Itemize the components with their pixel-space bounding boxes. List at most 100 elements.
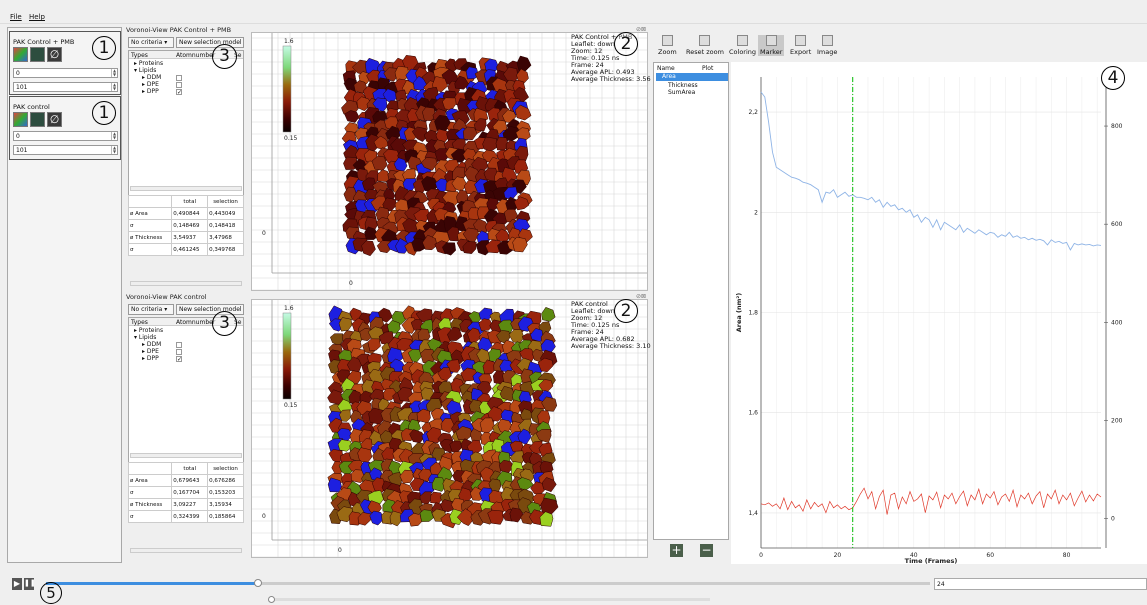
stats-header-cell: selection bbox=[207, 462, 244, 475]
voronoi-cell bbox=[502, 125, 521, 141]
criteria-dropdown[interactable]: No criteria ▾ bbox=[128, 37, 174, 48]
lipid-checkbox[interactable] bbox=[176, 74, 182, 82]
callout-badge-2: 2 bbox=[614, 32, 638, 56]
tree-item-lipids[interactable]: ▾ Lipids bbox=[134, 334, 157, 341]
spin-arrows-icon[interactable]: ▲ ▼ bbox=[111, 68, 117, 77]
new-selection-model-button[interactable]: New selection model bbox=[176, 304, 244, 315]
toolbar-button-reset-zoom[interactable]: Reset zoom bbox=[684, 35, 726, 56]
voronoi-cell bbox=[440, 499, 456, 513]
stats-cell: 3,54937 bbox=[171, 231, 209, 244]
toolbar-button-coloring[interactable]: Coloring bbox=[727, 35, 758, 56]
play-button[interactable]: ▶ bbox=[12, 578, 22, 590]
speed-slider-handle[interactable] bbox=[268, 596, 275, 603]
tree-item-proteins[interactable]: ▸ Proteins bbox=[134, 327, 164, 334]
tree-item-lipid[interactable]: ▸ DDM bbox=[142, 341, 162, 348]
info-line: Average APL: 0.682 bbox=[571, 335, 635, 343]
horizontal-scrollbar[interactable] bbox=[130, 453, 242, 458]
y2-tick-label: 200 bbox=[1111, 417, 1123, 424]
coloring-icon[interactable] bbox=[13, 112, 28, 127]
tree-item-lipid[interactable]: ▸ DPE bbox=[142, 348, 159, 355]
tree-item-lipid[interactable]: ▸ DDM bbox=[142, 74, 162, 81]
voronoi-canvas[interactable]: 0 0 1.6 0.15 bbox=[251, 299, 648, 558]
horizontal-scrollbar[interactable] bbox=[130, 186, 242, 191]
tree-item-lipids[interactable]: ▾ Lipids bbox=[134, 67, 157, 74]
tree-item-proteins[interactable]: ▸ Proteins bbox=[134, 60, 164, 67]
y-axis-label: Area (nm²) bbox=[735, 293, 743, 333]
info-line: Frame: 24 bbox=[571, 61, 604, 69]
disable-icon[interactable]: ∅ bbox=[47, 112, 62, 127]
callout-badge-1: 1 bbox=[92, 101, 116, 125]
simulation-name: PAK Control + PMB bbox=[13, 38, 75, 46]
horizontal-scrollbar[interactable] bbox=[130, 281, 242, 286]
frame-slider-track[interactable] bbox=[46, 579, 930, 587]
remove-plot-button[interactable]: − bbox=[700, 543, 713, 557]
y-tick-label: 2,2 bbox=[748, 109, 758, 116]
tree-header-types: Types bbox=[131, 319, 148, 326]
disable-icon[interactable]: ∅ bbox=[47, 47, 62, 62]
spin-arrows-icon[interactable]: ▲ ▼ bbox=[111, 145, 117, 154]
tree-item-lipid[interactable]: ▸ DPE bbox=[142, 81, 159, 88]
speed-slider-track[interactable] bbox=[268, 596, 710, 603]
coloring-icon[interactable] bbox=[13, 47, 28, 62]
plot-list-item-area[interactable]: Area bbox=[656, 73, 728, 81]
simulation-item-2[interactable]: PAK control ∅ 0 ▲ ▼ 101 ▲ ▼ 1 bbox=[9, 96, 121, 160]
criteria-dropdown[interactable]: No criteria ▾ bbox=[128, 304, 174, 315]
plot-list-item-sumarea[interactable]: SumArea bbox=[668, 89, 696, 96]
simulation-item-1[interactable]: PAK Control + PMB ∅ 0 ▲ ▼ 101 ▲ ▼ 1 bbox=[9, 31, 121, 95]
frame-spinbox[interactable]: 0 ▲ ▼ bbox=[13, 131, 118, 141]
frame-slider-handle[interactable] bbox=[254, 579, 262, 587]
voronoi-cell bbox=[367, 338, 381, 352]
voronoi-cell bbox=[350, 469, 366, 483]
menu-file[interactable]: File bbox=[10, 13, 22, 21]
y-tick-label: 1,4 bbox=[748, 510, 758, 517]
info-line: Zoom: 12 bbox=[571, 47, 603, 55]
axis-zero-y: 0 bbox=[262, 513, 266, 520]
x-tick-label: 0 bbox=[759, 552, 763, 559]
legend-max-label: 1.6 bbox=[284, 38, 294, 45]
add-plot-button[interactable]: + bbox=[670, 543, 683, 557]
window-close-icons[interactable]: ⊘⊠ bbox=[636, 293, 647, 300]
new-selection-model-button[interactable]: New selection model bbox=[176, 37, 244, 48]
info-line: Zoom: 12 bbox=[571, 314, 603, 322]
lipid-checkbox[interactable]: ✓ bbox=[176, 89, 183, 96]
lipid-checkbox[interactable] bbox=[176, 81, 182, 89]
spin-arrows-icon[interactable]: ▲ ▼ bbox=[111, 131, 117, 140]
toolbar-button-export[interactable]: Export bbox=[788, 35, 813, 56]
plot-list-item-thickness[interactable]: Thickness bbox=[668, 82, 698, 89]
max-frame-spinbox[interactable]: 101 ▲ ▼ bbox=[13, 145, 118, 155]
series-area-line bbox=[760, 91, 1102, 251]
plot-list-header-plot: Plot bbox=[702, 65, 714, 72]
frame-input[interactable]: 24 bbox=[934, 578, 1147, 590]
toolbar-button-marker[interactable]: Marker bbox=[758, 35, 785, 56]
lipid-checkbox[interactable] bbox=[176, 348, 182, 356]
reset-zoom-icon bbox=[699, 35, 711, 46]
y2-tick-label: 800 bbox=[1111, 123, 1123, 130]
stats-cell: 0,461245 bbox=[171, 243, 209, 256]
menu-bar: File Help bbox=[0, 0, 1147, 24]
area-plot[interactable]: 2,2 2 1,8 1,6 1,4 800 600 400 200 0 0 20 40 60 80 Area … bbox=[731, 62, 1147, 565]
max-frame-spinbox[interactable]: 101 ▲ ▼ bbox=[13, 82, 118, 92]
horizontal-scrollbar[interactable] bbox=[130, 548, 242, 553]
pause-button[interactable]: ❚❚ bbox=[24, 578, 36, 590]
legend-min-label: 0.15 bbox=[284, 135, 298, 142]
stats-cell: 0,679643 bbox=[171, 474, 209, 487]
window-close-icons[interactable]: ⊘⊠ bbox=[636, 26, 647, 33]
toolbar-button-image[interactable]: Image bbox=[815, 35, 839, 56]
voronoi-cell bbox=[513, 196, 530, 211]
tree-item-lipid[interactable]: ▸ DPP bbox=[142, 355, 159, 362]
plot-icon[interactable] bbox=[30, 47, 45, 62]
voronoi-svg[interactable]: 0 0 1.6 0.15 bbox=[252, 300, 648, 558]
menu-help[interactable]: Help bbox=[29, 13, 45, 21]
plot-canvas[interactable]: 2,2 2 1,8 1,6 1,4 800 600 400 200 0 0 20 40 60 80 Area … bbox=[731, 62, 1147, 565]
tree-item-lipid[interactable]: ▸ DPP bbox=[142, 88, 159, 95]
lipid-checkbox[interactable] bbox=[176, 341, 182, 349]
voronoi-canvas[interactable]: 0 0 1.6 0.15 bbox=[251, 32, 648, 291]
toolbar-button-zoom[interactable]: Zoom bbox=[656, 35, 679, 56]
plot-icon[interactable] bbox=[30, 112, 45, 127]
spin-arrows-icon[interactable]: ▲ ▼ bbox=[111, 82, 117, 91]
frame-spinbox[interactable]: 0 ▲ ▼ bbox=[13, 68, 118, 78]
lipid-checkbox[interactable]: ✓ bbox=[176, 356, 183, 363]
voronoi-svg[interactable]: 0 0 1.6 0.15 bbox=[252, 33, 648, 291]
stats-cell: σ bbox=[127, 510, 173, 523]
plot-list[interactable]: Name Plot Area Thickness SumArea bbox=[653, 62, 729, 540]
